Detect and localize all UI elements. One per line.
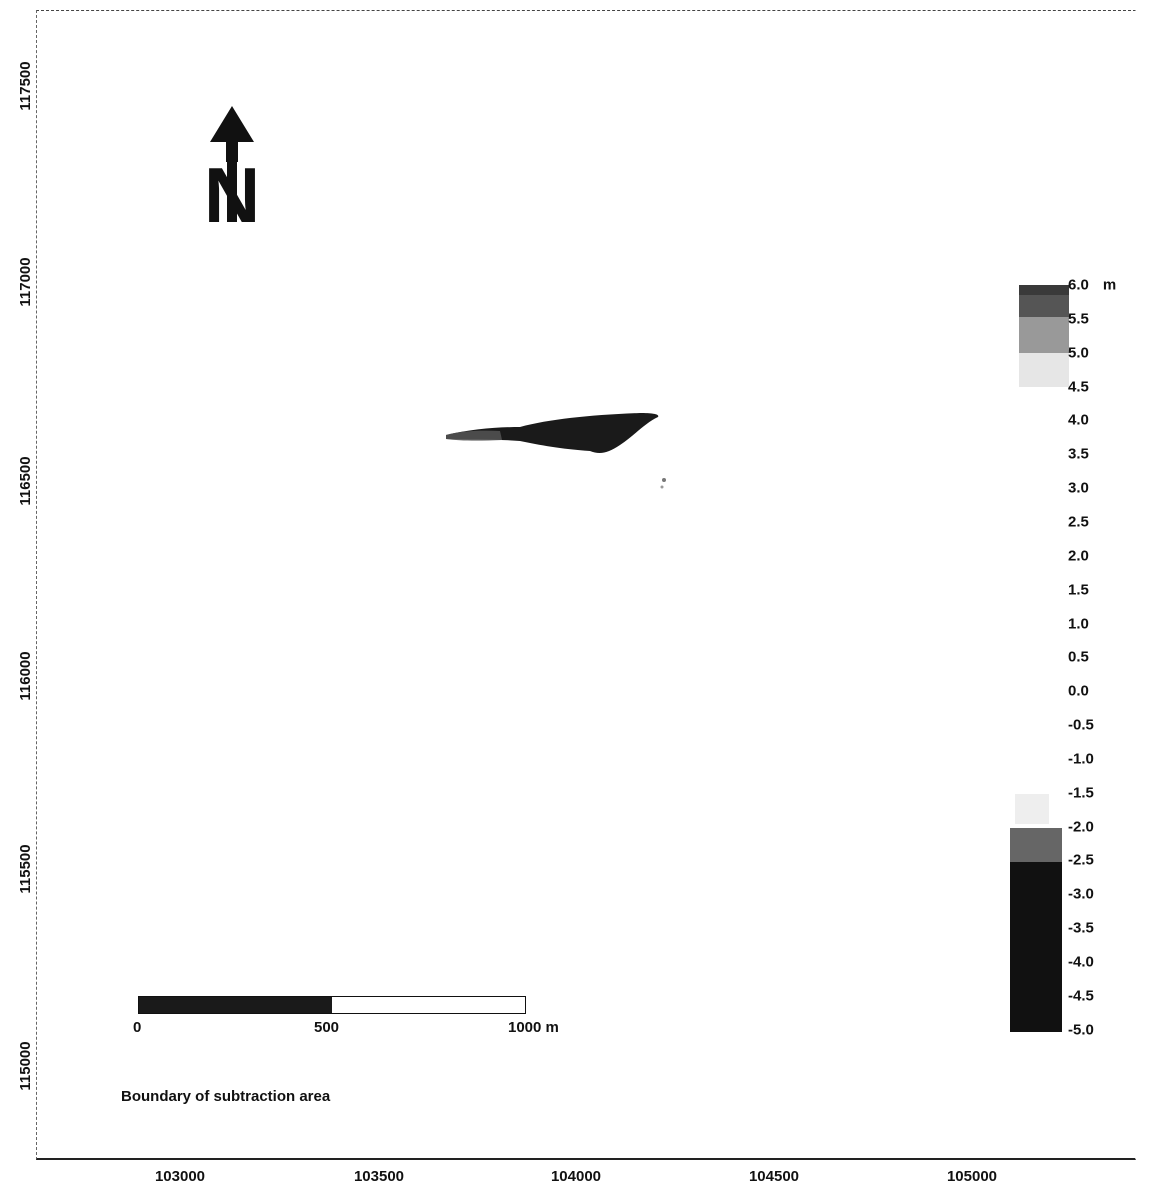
legend-label: -0.5: [1068, 717, 1094, 734]
legend-label: 3.5: [1068, 446, 1089, 463]
scale-bar-dark-segment: [139, 997, 332, 1013]
legend-label-value: -1.5: [1068, 784, 1094, 802]
legend-label-value: 1.0: [1068, 615, 1089, 632]
legend-color-bar-top: [1019, 285, 1069, 387]
y-tick-117000: 117000: [17, 257, 34, 307]
legend-label-value: -4.0: [1068, 953, 1094, 971]
legend-label-value: -1.0: [1068, 750, 1094, 768]
legend-label-value: -0.5: [1068, 716, 1094, 734]
legend-label-value: 2.0: [1068, 547, 1089, 565]
y-tick-116500: 116500: [17, 456, 34, 506]
legend-color-bar-bottom: [1010, 794, 1062, 1032]
y-tick-116000: 116000: [17, 651, 34, 701]
legend-label: 2.5: [1068, 513, 1089, 530]
map-frame: [36, 10, 1136, 1160]
scale-label-0: 0: [133, 1019, 142, 1036]
x-tick-103500: 103500: [353, 1168, 405, 1185]
scale-label-500: 500: [314, 1019, 340, 1036]
legend-label: 1.0: [1068, 615, 1089, 632]
legend-label-value: -2.5: [1068, 851, 1094, 869]
legend-label: -4.5: [1068, 987, 1094, 1004]
legend-label-value: 6.0: [1068, 276, 1089, 294]
scale-label-1000: 1000 m: [508, 1019, 559, 1036]
legend-label: 3.0: [1068, 480, 1089, 497]
y-tick-117500: 117500: [17, 61, 34, 111]
legend-label: -3.5: [1068, 920, 1094, 937]
legend-label-value: -3.0: [1068, 885, 1094, 903]
legend-label-value: -3.5: [1068, 919, 1094, 937]
legend-label: 0.0: [1068, 683, 1089, 700]
legend-label: 1.5: [1068, 581, 1089, 598]
legend-label: 2.0: [1068, 547, 1089, 564]
y-tick-115000: 115000: [17, 1041, 34, 1091]
legend-label: 4.0: [1068, 412, 1089, 429]
legend-label-value: 5.5: [1068, 310, 1089, 328]
legend-label-value: 4.0: [1068, 411, 1089, 429]
legend-label-value: 3.5: [1068, 445, 1089, 463]
north-arrow-icon: N: [204, 106, 260, 227]
boundary-caption: Boundary of subtraction area: [121, 1088, 331, 1105]
legend-label-value: 3.0: [1068, 479, 1089, 497]
legend-label: 0.5: [1068, 649, 1089, 666]
legend-label: 5.0: [1068, 344, 1089, 361]
legend-label: -1.5: [1068, 784, 1094, 801]
elevation-change-area: [446, 413, 666, 489]
legend-label-value: -2.0: [1068, 818, 1094, 836]
legend-label: 6.0 m: [1068, 277, 1116, 294]
legend-label: -5.0: [1068, 1021, 1094, 1038]
x-tick-104500: 104500: [748, 1168, 800, 1185]
legend-label-value: 4.5: [1068, 378, 1089, 396]
x-tick-103000: 103000: [154, 1168, 206, 1185]
legend-unit: m: [1102, 276, 1117, 294]
legend-label-value: 0.5: [1068, 648, 1089, 666]
x-tick-105000: 105000: [946, 1168, 998, 1185]
legend-label-value: 2.5: [1068, 513, 1089, 531]
legend-label: 4.5: [1068, 378, 1089, 395]
scale-bar: [138, 996, 526, 1014]
legend-label: -2.0: [1068, 818, 1094, 835]
x-tick-104000: 104000: [550, 1168, 602, 1185]
legend-label: 5.5: [1068, 310, 1089, 327]
legend-label-value: 5.0: [1068, 344, 1089, 362]
legend-label: -1.0: [1068, 750, 1094, 767]
legend-label-value: 1.5: [1068, 581, 1089, 599]
legend-label: -4.0: [1068, 954, 1094, 971]
legend-label-value: 0.0: [1068, 682, 1089, 700]
legend-label-value: -4.5: [1068, 987, 1094, 1005]
legend-label-value: -5.0: [1068, 1021, 1094, 1039]
y-tick-115500: 115500: [17, 844, 34, 894]
legend-label: -2.5: [1068, 852, 1094, 869]
legend-label: -3.0: [1068, 886, 1094, 903]
